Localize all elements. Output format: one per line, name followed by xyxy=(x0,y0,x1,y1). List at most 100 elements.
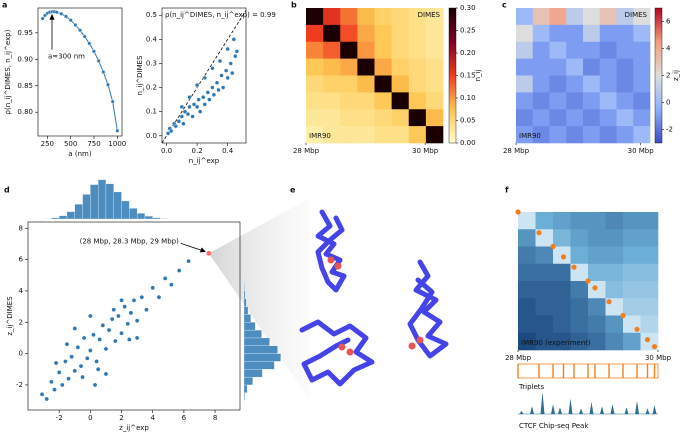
triplet-dot xyxy=(620,312,626,319)
heatmap-cell xyxy=(518,332,536,351)
triplet-dot xyxy=(571,264,577,270)
point xyxy=(54,10,59,15)
heatmap-cell xyxy=(583,126,601,144)
point xyxy=(150,285,156,291)
heatmap-cell xyxy=(374,24,392,43)
y-tick-label: 0.5 xyxy=(146,11,157,19)
point xyxy=(176,119,182,124)
ctcf-peak xyxy=(568,398,573,414)
y-tick-label: 4 xyxy=(19,287,24,295)
point xyxy=(187,104,192,110)
heatmap-cell xyxy=(633,58,651,76)
heatmap-cell xyxy=(633,126,651,144)
point xyxy=(66,376,71,381)
lower-label: IMR90 xyxy=(309,132,331,140)
y-tick-label: 0.0 xyxy=(146,132,157,140)
triplet-dot xyxy=(644,337,651,343)
heatmap-cell xyxy=(357,24,375,43)
heatmap-cell xyxy=(516,92,534,110)
heatmap-cell xyxy=(640,315,659,334)
triplet-dot xyxy=(606,299,612,305)
heatmap-cell xyxy=(374,109,392,127)
point xyxy=(231,37,236,42)
point xyxy=(100,323,106,328)
heatmap-cell xyxy=(408,58,427,76)
heatmap-cell xyxy=(391,58,410,76)
heatmap-cell xyxy=(535,332,554,351)
point xyxy=(73,22,78,27)
point xyxy=(81,335,87,341)
y-axis-label: z_ij^DIMES xyxy=(6,296,14,336)
bead xyxy=(338,343,346,351)
heatmap-cell xyxy=(374,41,392,59)
y-axis-label: n_ij^DIMES xyxy=(136,55,144,96)
heatmap-cell xyxy=(408,41,427,59)
point xyxy=(169,282,174,287)
point xyxy=(194,104,200,110)
x-tick-label: 8 xyxy=(213,414,217,422)
triplet-dot xyxy=(651,343,658,350)
highlight-arrowhead xyxy=(199,247,206,253)
heatmap-cell xyxy=(532,92,550,110)
point xyxy=(134,335,140,341)
point xyxy=(233,54,238,59)
heatmap-cell xyxy=(518,298,536,316)
y-tick-label: 0.90 xyxy=(17,55,33,63)
point xyxy=(64,341,70,347)
point xyxy=(194,82,200,88)
point xyxy=(234,49,240,54)
point xyxy=(205,90,211,95)
colorbar-tick-label: 0.30 xyxy=(460,4,476,12)
point xyxy=(210,85,215,90)
triplet-dot xyxy=(536,230,542,236)
heatmap-cell xyxy=(549,58,567,76)
y-tick-label: 0 xyxy=(19,350,23,358)
point xyxy=(88,348,93,353)
heatmap-cell xyxy=(408,75,427,93)
lower-label: IMR90 (experiment) xyxy=(521,339,591,347)
heatmap-cell xyxy=(566,24,584,43)
panel-label: d xyxy=(4,186,10,195)
y-hist-bar xyxy=(243,376,253,386)
heatmap-cell xyxy=(535,315,554,334)
point xyxy=(119,298,124,303)
y-tick-label: 8 xyxy=(19,224,23,232)
x-hist-bar xyxy=(152,217,161,220)
ctcf-peak xyxy=(558,407,562,414)
triplet-dot xyxy=(560,254,567,260)
point xyxy=(190,114,195,119)
heatmap-cell xyxy=(391,75,410,93)
point xyxy=(77,28,82,33)
y-hist-bar xyxy=(243,369,263,378)
heatmap-cell xyxy=(516,109,534,127)
heatmap-cell xyxy=(549,24,567,43)
heatmap-cell xyxy=(640,298,659,316)
y-tick-label: 0.3 xyxy=(146,59,157,67)
heatmap-cell xyxy=(425,109,444,127)
x-hist-bar xyxy=(136,213,146,220)
heatmap-cell xyxy=(583,58,601,76)
heatmap-cell xyxy=(306,75,324,93)
heatmap-cell xyxy=(566,109,584,127)
heatmap-cell xyxy=(374,8,392,26)
point xyxy=(187,94,192,100)
x-hist-bar xyxy=(129,208,138,220)
heatmap-cell xyxy=(599,8,617,26)
point xyxy=(59,11,64,16)
heatmap-cell xyxy=(616,8,634,26)
y-tick-label: 0.2 xyxy=(146,84,157,92)
point xyxy=(156,294,162,300)
colorbar-tick-label: 0.05 xyxy=(460,117,476,125)
x-hist-bar xyxy=(90,184,99,220)
heatmap-cell xyxy=(605,212,624,230)
heatmap-cell xyxy=(640,281,659,299)
x-hist-bar xyxy=(82,194,91,220)
heatmap-cell xyxy=(516,41,534,59)
axes-frame xyxy=(37,7,123,137)
heatmap-cell xyxy=(549,75,567,93)
heatmap-cell xyxy=(566,75,584,93)
heatmap-cell xyxy=(323,24,341,43)
heatmap-cell xyxy=(516,8,534,26)
heatmap-cell xyxy=(306,109,324,127)
y-hist-bar xyxy=(243,337,270,346)
